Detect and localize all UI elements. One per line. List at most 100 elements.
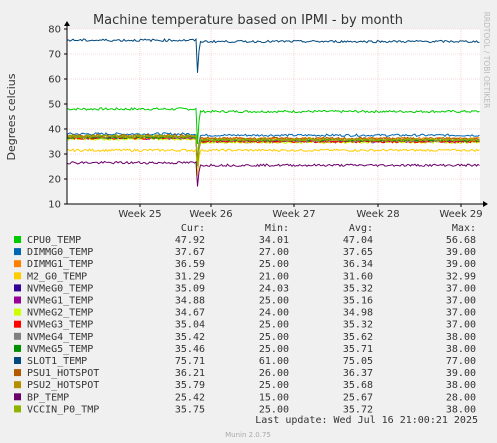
x-axis-arrow	[483, 201, 488, 207]
legend-swatch	[14, 272, 21, 280]
legend-value-min: 24.00	[259, 308, 289, 319]
legend-value-cur: 34.67	[175, 308, 205, 319]
x-tick-label: Week 26	[189, 209, 232, 220]
legend-value-avg: 35.68	[343, 380, 373, 391]
x-tick-label: Week 25	[118, 209, 161, 220]
legend-value-avg: 36.37	[343, 368, 373, 379]
legend-value-cur: 47.92	[175, 235, 205, 246]
series-lines	[66, 37, 480, 187]
legend-swatch	[14, 393, 21, 401]
legend-value-min: 25.00	[259, 332, 289, 343]
legend-swatch	[14, 332, 21, 340]
legend-value-avg: 25.67	[343, 392, 373, 403]
legend-value-max: 28.00	[446, 392, 476, 403]
legend: Cur: Min: Avg: Max: CPU0_TEMP 47.92 34.01 47.04…	[14, 223, 476, 415]
legend-header-min: Min:	[265, 223, 289, 234]
legend-value-min: 25.00	[259, 404, 289, 415]
legend-value-min: 27.00	[259, 247, 289, 258]
legend-value-max: 38.00	[446, 332, 476, 343]
legend-value-cur: 35.79	[175, 380, 205, 391]
legend-swatch	[14, 308, 21, 316]
legend-value-cur: 36.21	[175, 368, 205, 379]
legend-value-cur: 31.29	[175, 271, 205, 282]
legend-series-name: SLOT1_TEMP	[27, 356, 87, 367]
legend-value-avg: 37.65	[343, 247, 373, 258]
legend-value-max: 32.99	[446, 271, 476, 282]
series-line-nvmeg3_temp	[66, 136, 480, 167]
legend-series-name: M2_G0_TEMP	[27, 271, 87, 282]
legend-value-avg: 75.05	[343, 356, 373, 367]
legend-swatch	[14, 296, 21, 304]
legend-value-max: 56.68	[446, 235, 476, 246]
x-tick-label: Week 28	[356, 209, 399, 220]
legend-swatch	[14, 260, 21, 268]
legend-value-min: 21.00	[259, 271, 289, 282]
legend-value-cur: 37.67	[175, 247, 205, 258]
legend-series-name: NVMeG3_TEMP	[27, 320, 93, 331]
legend-swatch	[14, 381, 21, 389]
y-axis-label: Degrees celcius	[5, 73, 18, 160]
legend-series-name: VCCIN_P0_TMP	[27, 404, 99, 415]
legend-value-max: 39.00	[446, 259, 476, 270]
legend-value-avg: 36.34	[343, 259, 373, 270]
legend-value-max: 37.00	[446, 308, 476, 319]
legend-value-max: 38.00	[446, 344, 476, 355]
legend-value-avg: 47.04	[343, 235, 373, 246]
series-line-dimmg0_temp	[66, 132, 480, 162]
legend-value-cur: 35.09	[175, 283, 205, 294]
series-line-cpu0_temp	[66, 107, 480, 145]
legend-value-avg: 34.98	[343, 308, 373, 319]
legend-value-cur: 35.46	[175, 344, 205, 355]
legend-value-min: 24.03	[259, 283, 289, 294]
legend-value-avg: 35.16	[343, 296, 373, 307]
legend-value-cur: 75.71	[175, 356, 205, 367]
legend-swatch	[14, 236, 21, 243]
series-line-vccin_p0_tmp	[66, 134, 480, 167]
legend-value-max: 38.00	[446, 380, 476, 391]
legend-series-name: NVMeG1_TEMP	[27, 296, 93, 307]
legend-series-name: NVMeG0_TEMP	[27, 283, 93, 294]
legend-value-cur: 35.04	[175, 320, 205, 331]
legend-value-min: 25.00	[259, 259, 289, 270]
legend-swatch	[14, 248, 21, 256]
chart-title: Machine temperature based on IPMI - by m…	[93, 13, 403, 28]
legend-value-min: 15.00	[259, 392, 289, 403]
x-tick-label: Week 29	[439, 209, 482, 220]
legend-header-avg: Avg:	[349, 223, 373, 234]
legend-value-max: 39.00	[446, 247, 476, 258]
legend-value-avg: 35.62	[343, 332, 373, 343]
axes: 10 20 30 40 50 60 70 80 Week 25 Week 26 Week 27 Wee…	[48, 21, 488, 220]
legend-series-name: PSU2_HOTSPOT	[27, 380, 99, 391]
series-line-bp_temp	[66, 160, 480, 187]
rrdtool-side-label: RRDTOOL / TOBI OETIKER	[482, 12, 491, 109]
plot-area	[67, 29, 480, 204]
legend-value-cur: 36.59	[175, 259, 205, 270]
y-tick-label: 10	[48, 200, 61, 211]
grid	[67, 28, 480, 204]
legend-value-min: 25.00	[259, 344, 289, 355]
legend-value-avg: 35.32	[343, 283, 373, 294]
legend-value-max: 77.00	[446, 356, 476, 367]
legend-series-name: CPU0_TEMP	[27, 235, 81, 246]
legend-series-name: NVMeG2_TEMP	[27, 308, 93, 319]
y-tick-label: 40	[48, 125, 61, 136]
legend-value-max: 38.00	[446, 404, 476, 415]
legend-header-cur: Cur:	[181, 223, 205, 234]
y-tick-label: 50	[48, 100, 61, 111]
legend-series-name: BP_TEMP	[27, 392, 69, 403]
legend-value-avg: 35.71	[343, 344, 373, 355]
legend-series-name: NVMeG5_TEMP	[27, 344, 93, 355]
legend-value-max: 39.00	[446, 368, 476, 379]
legend-value-avg: 35.72	[343, 404, 373, 415]
legend-value-cur: 25.42	[175, 392, 205, 403]
legend-value-min: 26.00	[259, 368, 289, 379]
y-tick-label: 80	[48, 25, 61, 36]
legend-value-max: 37.00	[446, 296, 476, 307]
legend-value-min: 25.00	[259, 380, 289, 391]
series-line-m2_g0_temp	[66, 148, 480, 177]
footer-version: Munin 2.0.75	[225, 431, 271, 439]
legend-series-name: DIMMG1_TEMP	[27, 259, 93, 270]
legend-value-cur: 34.88	[175, 296, 205, 307]
